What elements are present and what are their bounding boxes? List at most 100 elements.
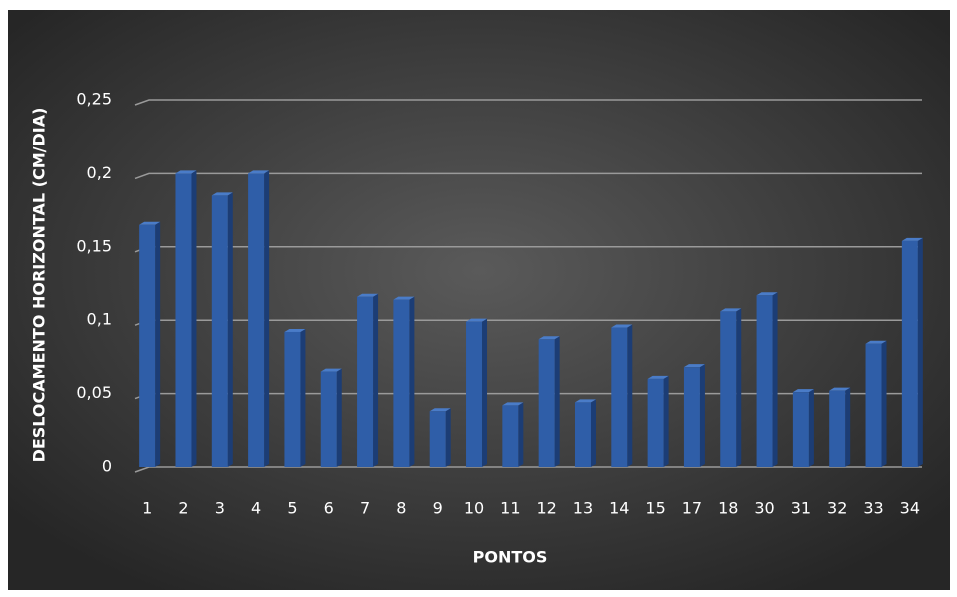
bar-top: [865, 340, 887, 344]
bar: [865, 343, 882, 467]
bar-top: [683, 364, 705, 368]
bar-top: [357, 293, 379, 297]
bar-side: [227, 192, 233, 468]
bar-top: [538, 336, 560, 340]
bar-side: [518, 402, 524, 467]
bar: [756, 295, 773, 467]
bar: [320, 371, 337, 467]
bar-top: [829, 387, 851, 391]
x-tick-label: 15: [645, 499, 665, 518]
x-tick-label: 2: [178, 499, 188, 518]
x-tick-label: 12: [536, 499, 556, 518]
bar-top: [792, 389, 814, 393]
x-tick-label: 30: [754, 499, 774, 518]
bar-side: [445, 408, 451, 467]
bar-top: [175, 170, 197, 174]
bar-top: [248, 170, 270, 174]
grid-line: [134, 99, 922, 106]
y-tick-label: 0,2: [87, 163, 112, 182]
bar-side: [155, 221, 161, 467]
bar-side: [772, 292, 778, 467]
bar-top: [756, 292, 778, 296]
x-tick-label: 18: [718, 499, 738, 518]
bar-side: [627, 324, 633, 467]
bar-side: [554, 336, 560, 467]
x-tick-label: 7: [360, 499, 370, 518]
bar-side: [845, 387, 851, 467]
bar-top: [611, 324, 633, 328]
bar-side: [482, 318, 488, 467]
y-axis-title: DESLOCAMENTO HORIZONTAL (CM/DIA): [30, 108, 49, 463]
bar: [357, 296, 374, 467]
x-tick-label: 5: [287, 499, 297, 518]
bar-top: [502, 402, 524, 406]
bar-top: [139, 221, 161, 225]
y-tick-label: 0,15: [76, 236, 112, 255]
bar-top: [574, 399, 596, 403]
bar: [611, 327, 628, 467]
x-tick-label: 10: [464, 499, 484, 518]
bar: [284, 331, 301, 467]
bar-top: [901, 237, 923, 241]
bar-top: [466, 318, 488, 322]
x-tick-label: 3: [215, 499, 225, 518]
bar: [647, 378, 664, 467]
y-tick-label: 0,1: [87, 310, 112, 329]
bar: [538, 339, 555, 467]
bar-top: [720, 308, 742, 312]
x-tick-label: 4: [251, 499, 261, 518]
bar: [574, 402, 591, 467]
bar-side: [336, 368, 342, 467]
x-tick-label: 33: [863, 499, 883, 518]
bar-top: [393, 296, 415, 300]
y-tick-label: 0,25: [76, 90, 112, 109]
bar-side: [300, 328, 306, 467]
bar-top: [211, 192, 233, 196]
bar-top: [320, 368, 342, 372]
bar: [502, 405, 519, 467]
bar-side: [808, 389, 814, 467]
bar: [901, 240, 918, 467]
bar: [175, 173, 192, 467]
x-tick-label: 34: [900, 499, 920, 518]
bar-top: [429, 408, 451, 412]
bar-side: [699, 364, 705, 467]
bar: [429, 411, 446, 467]
bar: [393, 299, 410, 467]
x-tick-label: 32: [827, 499, 847, 518]
bar-side: [881, 340, 887, 467]
bar-side: [264, 170, 270, 467]
x-axis-title: PONTOS: [473, 548, 548, 567]
bar-side: [590, 399, 596, 467]
bar-side: [917, 237, 923, 467]
bar-top: [284, 328, 306, 332]
x-tick-label: 1: [142, 499, 152, 518]
bar: [466, 321, 483, 467]
bar-side: [373, 293, 379, 467]
bar-top: [647, 375, 669, 379]
bar: [829, 390, 846, 467]
x-tick-label: 31: [791, 499, 811, 518]
chart-background: [8, 10, 950, 590]
x-tick-label: 17: [682, 499, 702, 518]
grid-line: [134, 172, 922, 180]
bar: [248, 173, 265, 467]
x-tick-label: 14: [609, 499, 629, 518]
bar: [720, 311, 737, 467]
x-tick-label: 11: [500, 499, 520, 518]
y-tick-label: 0: [102, 457, 112, 476]
bar-side: [663, 375, 669, 467]
y-tick-label: 0,05: [76, 383, 112, 402]
bar-side: [409, 296, 415, 467]
x-tick-label: 9: [433, 499, 443, 518]
bar: [139, 224, 156, 467]
bar-side: [736, 308, 742, 467]
x-tick-label: 8: [396, 499, 406, 518]
bar: [211, 195, 228, 468]
bar: [792, 392, 809, 467]
bar-side: [191, 170, 197, 467]
x-tick-label: 13: [573, 499, 593, 518]
bar: [683, 367, 700, 467]
x-tick-label: 6: [324, 499, 334, 518]
